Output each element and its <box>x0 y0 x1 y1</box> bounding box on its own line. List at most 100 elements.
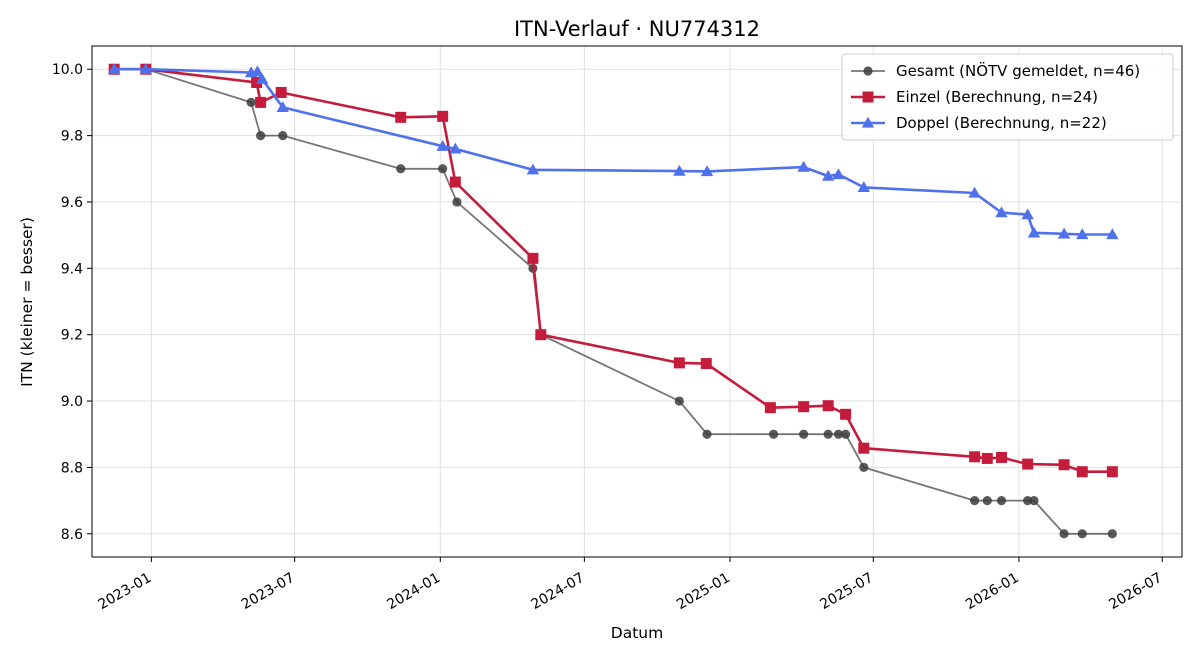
data-point <box>764 402 776 414</box>
y-tick-label: 9.4 <box>61 261 83 277</box>
data-point <box>1029 495 1039 506</box>
data-point <box>449 142 462 154</box>
series-3 <box>107 63 1119 240</box>
data-point <box>702 429 712 439</box>
data-point <box>527 252 539 264</box>
y-tick-label: 8.6 <box>61 527 83 543</box>
data-point <box>797 160 810 172</box>
data-point <box>437 110 449 122</box>
data-point <box>673 357 685 369</box>
legend-marker-group <box>863 66 873 76</box>
data-point <box>1106 466 1118 478</box>
legend-label: Einzel (Berechnung, n=24) <box>896 88 1098 106</box>
data-point <box>981 452 993 464</box>
data-point <box>823 429 833 439</box>
legend: Gesamt (NÖTV gemeldet, n=46) Einzel (Bere… <box>841 53 1174 141</box>
data-point <box>858 442 870 454</box>
data-point <box>799 429 809 439</box>
chart-title: ITN-Verlauf · NU774312 <box>514 17 760 41</box>
data-point <box>526 163 540 175</box>
data-point <box>1107 529 1117 539</box>
data-point <box>1057 227 1071 239</box>
x-axis-label: Datum <box>611 624 663 642</box>
data-point <box>982 495 992 506</box>
data-point <box>1021 208 1034 220</box>
data-point <box>970 495 980 506</box>
x-tick-label: 2023-01 <box>96 570 155 613</box>
data-point <box>798 401 810 413</box>
y-tick-label: 9.2 <box>61 328 83 344</box>
data-point <box>969 451 981 463</box>
data-point <box>1106 228 1119 240</box>
data-point <box>278 130 288 141</box>
x-tick-label: 2025-01 <box>674 570 733 613</box>
data-point <box>995 206 1008 218</box>
data-point <box>436 140 449 151</box>
data-point <box>275 86 287 98</box>
legend-marker-group <box>862 91 874 103</box>
legend-label: Gesamt (NÖTV gemeldet, n=46) <box>896 61 1140 80</box>
data-point <box>1059 529 1069 539</box>
data-point <box>833 429 844 439</box>
x-tick-label: 2024-01 <box>384 570 443 613</box>
legend-entry: Gesamt (NÖTV gemeldet, n=46) <box>851 61 1140 80</box>
data-point <box>857 181 870 193</box>
x-tick-label: 2026-01 <box>963 570 1022 613</box>
x-tick-label: 2023-07 <box>239 570 298 613</box>
y-tick-label: 9.0 <box>61 394 83 410</box>
data-point <box>673 164 686 176</box>
data-point <box>1058 459 1070 471</box>
data-point <box>1027 226 1041 238</box>
data-point <box>700 165 714 177</box>
plot-frame <box>91 45 1183 558</box>
data-point <box>438 164 448 174</box>
data-point <box>107 63 121 74</box>
data-point <box>840 429 851 439</box>
y-tick-label: 9.6 <box>61 195 83 211</box>
data-point <box>396 164 406 174</box>
x-tick-label: 2026-07 <box>1106 570 1165 613</box>
data-point <box>251 77 263 88</box>
legend-marker <box>861 116 875 128</box>
series-markers <box>107 63 1119 240</box>
y-tick-label: 9.8 <box>61 129 83 145</box>
data-point <box>1076 466 1088 478</box>
y-tick-label: 8.8 <box>61 460 83 476</box>
data-point <box>996 495 1007 506</box>
data-point <box>256 130 266 141</box>
data-point <box>255 96 267 108</box>
data-point <box>1023 495 1033 506</box>
axis-ticks: 2023-01 2023-07 2024-01 2024-07 2025-01 2025-… <box>52 62 1165 613</box>
data-point <box>832 168 845 180</box>
data-point <box>1022 458 1034 470</box>
legend-marker <box>862 91 874 103</box>
series-1 <box>109 64 1117 539</box>
data-point <box>840 408 852 420</box>
data-point <box>452 197 462 207</box>
data-point <box>251 65 264 77</box>
legend-marker <box>863 66 873 76</box>
data-point <box>822 400 834 412</box>
data-point <box>768 429 779 439</box>
data-point <box>674 396 684 406</box>
legend-label: Doppel (Berechnung, n=22) <box>896 114 1107 132</box>
data-point <box>996 451 1008 463</box>
data-point <box>139 63 153 74</box>
series-layer <box>107 63 1119 539</box>
data-point <box>449 176 461 188</box>
y-axis-label: ITN (kleiner = besser) <box>18 217 36 387</box>
legend-box <box>841 53 1174 141</box>
x-tick-label: 2024-07 <box>528 570 587 613</box>
y-tick-label: 10.0 <box>52 62 83 78</box>
legend-marker-group <box>861 116 875 128</box>
data-point <box>821 169 835 181</box>
data-point <box>535 329 547 341</box>
data-point <box>968 186 981 198</box>
data-point <box>1076 228 1089 240</box>
data-point <box>255 72 269 84</box>
data-point <box>276 101 289 113</box>
legend-entry: Doppel (Berechnung, n=22) <box>851 114 1107 132</box>
legend-entry: Einzel (Berechnung, n=24) <box>851 88 1098 106</box>
data-point <box>700 358 712 370</box>
